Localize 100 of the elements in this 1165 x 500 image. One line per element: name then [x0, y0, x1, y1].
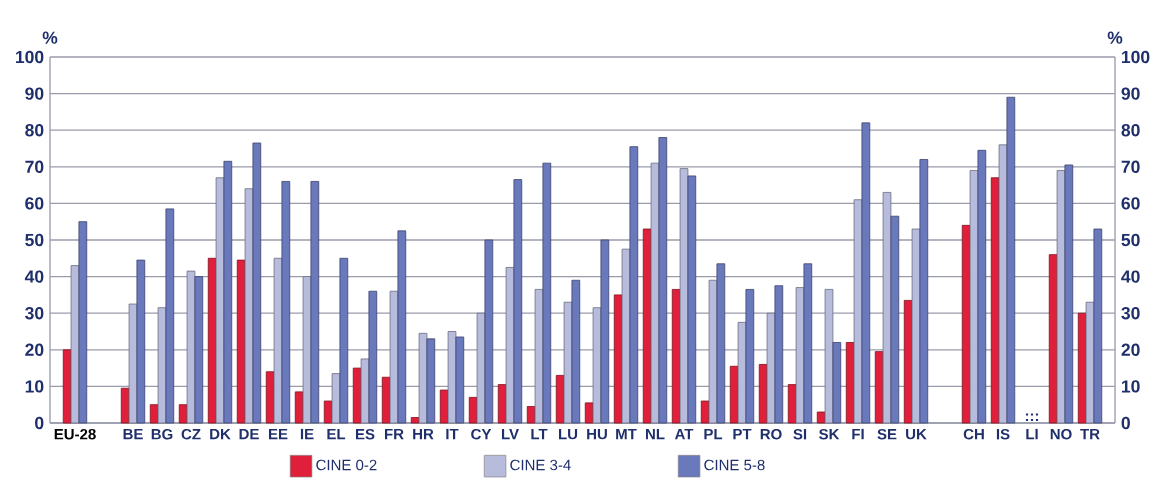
legend-label: CINE 5-8: [704, 459, 765, 471]
bar: [186, 270, 196, 424]
y-tick-label: 60: [25, 197, 44, 210]
bar: [600, 239, 610, 424]
bar: [157, 307, 167, 424]
x-tick-label: TR: [1080, 428, 1100, 440]
bar: [795, 287, 805, 424]
bar: [426, 338, 436, 424]
bar: [977, 149, 987, 424]
bar: [621, 248, 631, 424]
y2-tick-label: 40: [1121, 270, 1140, 283]
x-tick-label: FI: [852, 428, 864, 440]
bar: [1085, 301, 1095, 424]
bar: [223, 160, 233, 424]
x-tick-label: BG: [151, 428, 173, 440]
bar: [281, 181, 291, 424]
bar: [969, 170, 979, 424]
bar: [708, 279, 718, 424]
x-tick-label: LU: [559, 428, 578, 440]
y-tick-label: 100: [16, 50, 44, 64]
x-tick-label: ES: [355, 428, 375, 440]
x-tick-label: CZ: [181, 428, 201, 440]
bar: [542, 162, 552, 424]
bar: [302, 276, 312, 424]
x-tick-label: EE: [268, 428, 288, 440]
bar: [331, 373, 341, 424]
x-tick-label: LT: [531, 428, 548, 440]
y2-tick-label: 10: [1122, 380, 1140, 393]
y2-tick-label: 50: [1121, 233, 1140, 247]
bar: [687, 175, 697, 424]
bar: [339, 257, 349, 424]
y-tick-label: 80: [25, 124, 44, 137]
x-tick-label: DE: [239, 428, 259, 440]
bar: [505, 267, 515, 424]
legend-label: CINE 0-2: [316, 459, 377, 471]
bar: [310, 181, 320, 424]
bar: [513, 179, 523, 424]
bar: [534, 288, 544, 424]
bar: [194, 276, 204, 424]
x-tick-label: FR: [385, 428, 404, 440]
x-tick-label: NL: [646, 428, 665, 440]
bar: [716, 263, 726, 424]
bar: [1064, 164, 1074, 424]
bar: [165, 208, 175, 424]
bar: [476, 312, 486, 424]
y-axis-title: %: [42, 31, 58, 44]
y2-tick-label: 0: [1121, 416, 1130, 430]
y2-axis-title: %: [1107, 31, 1123, 44]
x-tick-label: UK: [906, 428, 927, 440]
bar: [629, 146, 639, 424]
bar: [592, 307, 602, 424]
y-tick-label: 0: [35, 416, 44, 430]
bar: [766, 312, 776, 424]
y-tick-label: 70: [25, 160, 44, 173]
bar: [484, 239, 494, 424]
bar: [803, 263, 813, 424]
y-tick-label: 20: [25, 343, 44, 357]
x-tick-label: PL: [704, 428, 723, 440]
x-tick-label: HR: [413, 428, 434, 440]
x-tick-label: SK: [819, 428, 840, 440]
x-tick-label: LI: [1026, 428, 1038, 440]
bar: [368, 290, 378, 424]
y2-tick-label: 80: [1121, 124, 1140, 137]
bar: [911, 228, 921, 424]
bar: [1056, 170, 1066, 424]
x-tick-label: AT: [674, 428, 694, 440]
x-tick-label: SE: [877, 428, 897, 440]
y2-tick-label: 70: [1121, 160, 1140, 173]
x-tick-label: BE: [123, 428, 143, 440]
bar: [774, 285, 784, 424]
annotation: :::: [1025, 413, 1039, 421]
bar: [244, 188, 254, 424]
bar: [563, 301, 573, 424]
bar: [737, 321, 747, 424]
bar: [890, 215, 900, 424]
x-tick-label: HU: [587, 428, 607, 440]
bar: [745, 288, 755, 424]
y2-tick-label: 20: [1121, 343, 1140, 357]
bar: [447, 331, 457, 424]
y-tick-label: 40: [24, 270, 44, 283]
y-tick-label: 30: [25, 307, 44, 320]
x-tick-label: EL: [327, 428, 346, 440]
bar: [128, 303, 138, 424]
x-tick-label: PT: [733, 428, 752, 440]
bar: [832, 342, 842, 424]
x-tick-label: MT: [616, 428, 637, 440]
x-tick-label: IT: [446, 428, 459, 440]
bar: [360, 358, 370, 424]
bar: [861, 122, 871, 424]
bar: [418, 332, 428, 424]
y2-tick-label: 100: [1122, 50, 1150, 64]
bar: [998, 144, 1008, 424]
x-tick-label: SI: [793, 428, 807, 440]
x-tick-label: IS: [996, 428, 1010, 440]
bar: [410, 417, 420, 424]
bar: [853, 199, 863, 424]
bar: [397, 230, 407, 424]
bar: [215, 177, 225, 424]
bar: [273, 257, 283, 424]
bar: [455, 336, 465, 424]
